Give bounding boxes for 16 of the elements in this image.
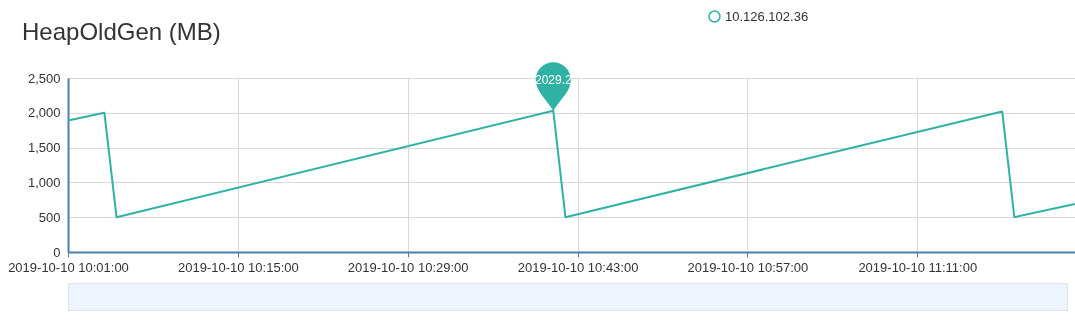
y-tick-label: 2,000 xyxy=(27,105,61,121)
annotation: 2029.2 xyxy=(534,72,572,87)
x-tick-label: 2019-10-10 10:29:00 xyxy=(347,259,469,275)
y-tick-label: 1,500 xyxy=(27,140,61,156)
legend-label: 10.126.102.36 xyxy=(725,8,809,24)
x-tick-label: 2019-10-10 11:11:00 xyxy=(858,259,978,275)
x-tick-label: 2019-10-10 10:57:00 xyxy=(687,259,809,275)
x-tick-label: 2019-10-10 10:01:00 xyxy=(8,259,129,275)
y-tick-label: 0 xyxy=(53,244,61,260)
y-tick-label: 2,500 xyxy=(27,70,61,86)
y-tick-label: 1,000 xyxy=(27,174,61,190)
y-tick-label: 500 xyxy=(38,209,61,225)
x-tick-label: 2019-10-10 10:15:00 xyxy=(178,259,299,275)
x-tick-label: 2019-10-10 10:43:00 xyxy=(517,259,639,275)
chart-title: HeapOldGen (MB) xyxy=(22,18,221,46)
line-series xyxy=(68,109,1075,219)
